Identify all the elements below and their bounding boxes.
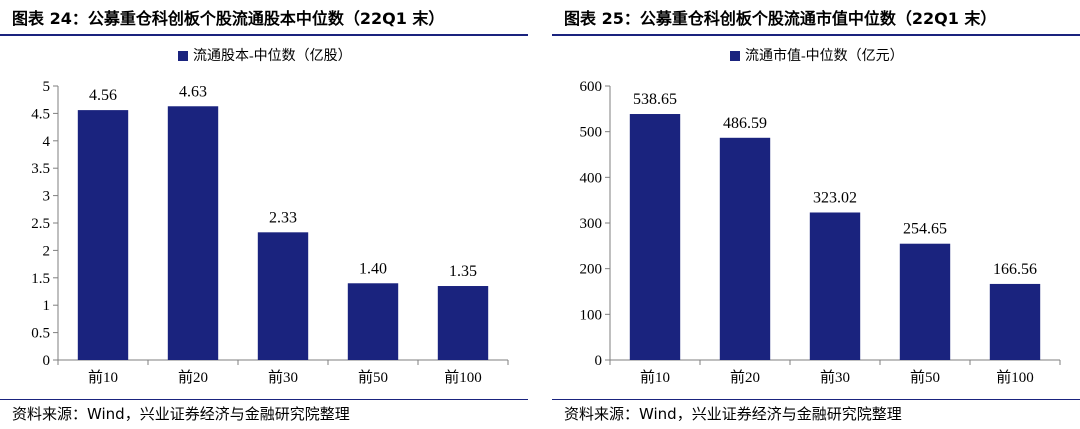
bar-value-label: 538.65 (633, 91, 677, 108)
y-tick-label: 4 (43, 134, 51, 150)
bar-value-label: 486.59 (723, 115, 767, 132)
bar (719, 137, 771, 360)
y-tick-label: 0 (595, 353, 603, 369)
bar (77, 110, 129, 360)
y-tick-label: 4.5 (31, 106, 50, 122)
chart-title: 图表 25：公募重仓科创板个股流通市值中位数（22Q1 末） (564, 9, 997, 28)
bar (989, 283, 1041, 360)
y-tick-label: 0 (43, 353, 51, 369)
source-rule (552, 399, 1080, 400)
bar (347, 283, 399, 360)
y-tick-label: 1.5 (31, 271, 50, 287)
x-tick-label: 前100 (444, 369, 482, 386)
y-tick-label: 2.5 (31, 216, 50, 232)
legend-label: 流通股本-中位数（亿股） (193, 48, 352, 64)
source-note: 资料来源：Wind，兴业证券经济与金融研究院整理 (12, 405, 350, 423)
bar (167, 106, 219, 360)
bar-value-label: 4.63 (179, 83, 207, 100)
x-tick-label: 前10 (88, 369, 118, 386)
x-tick-label: 前100 (996, 369, 1034, 386)
bar (809, 212, 861, 360)
title-rule (0, 34, 528, 36)
x-tick-label: 前30 (820, 369, 850, 386)
bar-value-label: 1.35 (449, 263, 477, 280)
bar-value-label: 2.33 (269, 209, 297, 226)
bar (899, 243, 951, 360)
y-tick-label: 200 (580, 262, 603, 278)
x-tick-label: 前20 (178, 369, 208, 386)
bar (629, 114, 681, 360)
chart-panel-left: 图表 24：公募重仓科创板个股流通股本中位数（22Q1 末） 流通股本-中位数（… (0, 0, 528, 429)
x-tick-label: 前50 (358, 369, 388, 386)
bar-value-label: 1.40 (359, 260, 387, 277)
y-tick-label: 5 (43, 79, 51, 95)
chart-title: 图表 24：公募重仓科创板个股流通股本中位数（22Q1 末） (12, 9, 445, 28)
x-tick-label: 前20 (730, 369, 760, 386)
y-tick-label: 400 (580, 170, 603, 186)
source-rule (0, 399, 528, 400)
legend-swatch (178, 51, 188, 61)
bar (437, 286, 489, 360)
legend-label: 流通市值-中位数（亿元） (745, 47, 904, 64)
bar-chart-float-market-cap: 流通市值-中位数（亿元） 0 100 200 300 400 500 600 538.65 前10… (580, 47, 1061, 386)
legend-swatch (730, 51, 740, 61)
y-tick-label: 600 (580, 79, 603, 95)
chart-panel-right: 图表 25：公募重仓科创板个股流通市值中位数（22Q1 末） 流通市值-中位数（… (552, 0, 1080, 429)
y-tick-label: 500 (580, 125, 603, 141)
y-tick-label: 100 (580, 307, 603, 323)
y-tick-label: 3 (43, 189, 51, 205)
x-tick-label: 前50 (910, 369, 940, 386)
y-tick-label: 2 (43, 243, 51, 259)
y-tick-label: 0.5 (31, 326, 50, 342)
x-tick-label: 前30 (268, 369, 298, 386)
bar-value-label: 4.56 (89, 87, 117, 104)
y-tick-label: 300 (580, 216, 603, 232)
title-rule (552, 34, 1080, 36)
bar-chart-float-shares: 流通股本-中位数（亿股） 0 0.5 1 1.5 2 2.5 3 3.5 4 4.5 5 4.56 前10… (31, 48, 509, 386)
bar-value-label: 323.02 (813, 189, 857, 206)
source-note: 资料来源：Wind，兴业证券经济与金融研究院整理 (564, 405, 902, 423)
y-tick-label: 3.5 (31, 161, 50, 177)
x-tick-label: 前10 (640, 369, 670, 386)
bar-value-label: 254.65 (903, 221, 947, 238)
bar-value-label: 166.56 (993, 261, 1037, 278)
bar (257, 232, 309, 360)
y-tick-label: 1 (43, 298, 51, 314)
